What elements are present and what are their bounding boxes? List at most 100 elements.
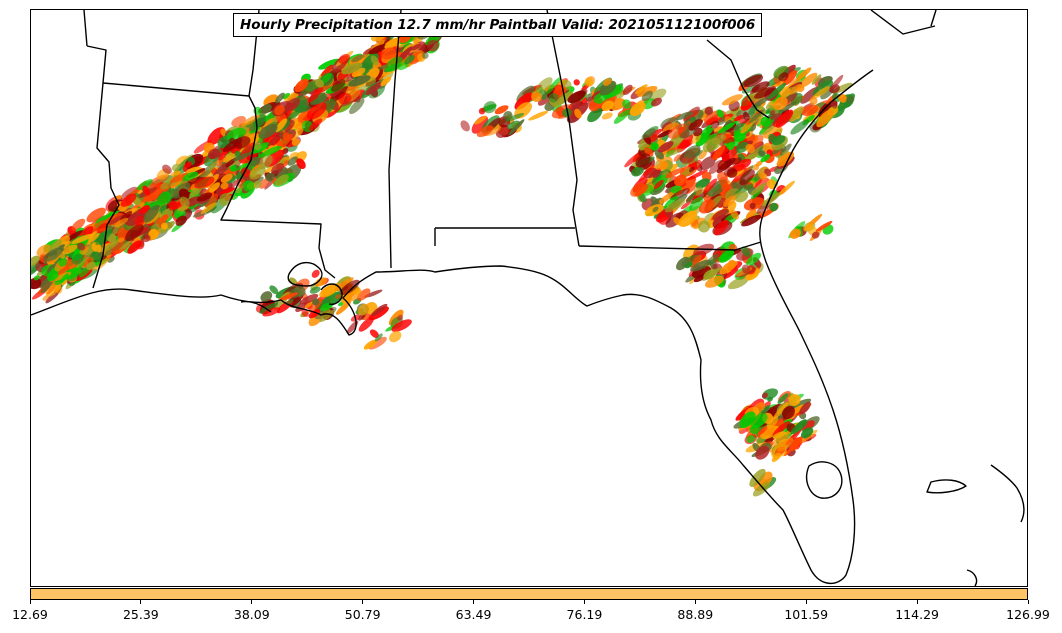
precip-blob	[222, 138, 243, 153]
precip-blob	[762, 392, 768, 399]
colorbar-tick	[29, 600, 31, 604]
precip-blob	[750, 413, 768, 429]
precip-blob	[200, 202, 218, 214]
precip-blob	[230, 165, 237, 172]
precip-blob	[309, 286, 321, 294]
precip-blob	[656, 190, 676, 206]
precip-blob	[690, 259, 712, 272]
precip-blob	[282, 132, 291, 141]
precip-blob	[258, 302, 279, 314]
precip-blob	[702, 137, 721, 153]
precip-blob	[622, 84, 633, 96]
precip-blob	[384, 37, 400, 49]
precip-blob	[374, 333, 383, 342]
precip-blob	[730, 209, 740, 220]
colorbar-tick-label: 114.29	[895, 607, 939, 622]
precip-blob	[775, 109, 794, 128]
precip-blob	[112, 223, 127, 235]
colorbar-tick	[1027, 600, 1029, 604]
precip-blob	[40, 278, 54, 294]
precip-blob	[238, 150, 258, 164]
precip-blob	[638, 164, 656, 182]
precip-blob	[357, 303, 370, 316]
precip-blob	[43, 247, 63, 262]
precip-blob	[727, 259, 736, 268]
precip-blob	[800, 427, 814, 439]
precip-blob	[629, 101, 646, 117]
precip-blob	[57, 266, 69, 275]
precip-blob	[348, 75, 371, 87]
precip-blob	[320, 302, 333, 311]
precip-blob	[127, 240, 142, 254]
precip-blob	[772, 421, 790, 437]
precip-blob	[678, 211, 698, 227]
precip-blob	[318, 58, 341, 70]
precip-blob	[731, 158, 752, 172]
precip-blob	[508, 119, 525, 136]
precip-blob	[315, 78, 324, 88]
precip-blob	[668, 123, 688, 139]
colorbar-tick-label: 50.79	[344, 607, 381, 622]
precip-blob	[120, 210, 133, 222]
precip-blob	[574, 108, 582, 119]
precip-blob	[62, 244, 78, 255]
coastline	[31, 69, 874, 585]
precip-blob	[723, 195, 737, 207]
precip-blob	[752, 164, 760, 171]
precip-blob	[514, 92, 533, 110]
precip-blob	[196, 192, 213, 202]
precip-blob	[689, 196, 704, 211]
precip-blob	[768, 104, 779, 114]
precip-blob	[86, 261, 96, 270]
precip-blob	[336, 300, 351, 315]
precip-blob	[721, 146, 739, 162]
precip-blob	[310, 95, 326, 106]
precip-blob	[573, 79, 580, 86]
precip-blob	[308, 118, 323, 131]
precip-blob	[757, 426, 768, 436]
precip-blob	[779, 101, 797, 113]
precip-blob	[587, 107, 603, 123]
precip-blob	[811, 74, 822, 85]
precip-blob	[220, 187, 235, 195]
precip-blob	[838, 94, 848, 103]
precip-blob	[733, 131, 746, 142]
precip-blob	[460, 120, 470, 132]
precip-blob	[380, 76, 392, 87]
precip-blob	[157, 191, 171, 205]
precip-blob	[351, 67, 366, 78]
precip-blob	[203, 193, 219, 208]
island	[926, 479, 967, 494]
precip-blob	[249, 166, 266, 180]
precip-blob	[743, 74, 764, 88]
precip-blob	[528, 110, 549, 121]
precip-blob	[816, 109, 834, 128]
precip-blob	[299, 293, 319, 305]
precip-blob	[404, 55, 415, 65]
precip-blob	[357, 288, 371, 301]
precip-blob	[760, 116, 771, 127]
precip-blob	[789, 83, 802, 95]
precip-blob	[713, 126, 724, 133]
precip-blob	[815, 220, 833, 232]
precip-blob	[676, 134, 694, 153]
precip-blob	[320, 73, 332, 85]
precip-blob	[476, 125, 494, 138]
precip-blob	[622, 99, 632, 109]
precip-blob	[364, 289, 383, 298]
precip-blob	[341, 62, 363, 75]
precip-blob	[727, 276, 749, 290]
precip-blob	[768, 82, 787, 100]
precip-blob	[368, 43, 388, 55]
state-border	[546, 10, 580, 247]
precip-blob	[689, 116, 696, 123]
precip-blob	[421, 52, 429, 59]
precip-blob	[772, 431, 786, 439]
precip-blob	[426, 39, 439, 52]
colorbar-tick-label: 101.59	[784, 607, 829, 622]
precip-blob	[746, 252, 762, 266]
coastline	[287, 261, 323, 287]
precip-blob	[709, 120, 720, 129]
precip-blob	[397, 314, 404, 321]
state-border	[83, 10, 88, 47]
